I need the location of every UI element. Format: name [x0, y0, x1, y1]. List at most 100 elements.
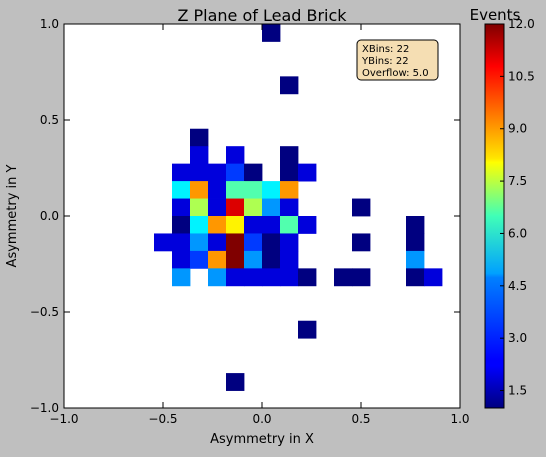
histogram-cell	[334, 268, 353, 287]
histogram-cell	[226, 216, 245, 234]
colorbar-tick-label: 3.0	[508, 331, 527, 345]
x-tick-label: 1.0	[450, 412, 469, 426]
histogram-cell	[154, 233, 173, 252]
histogram-cell	[208, 181, 227, 199]
histogram-cell	[298, 163, 317, 182]
y-tick-label: 0.0	[40, 209, 59, 223]
x-axis-ticks: −1.0 −0.5 0.0 0.5 1.0	[49, 24, 470, 426]
histogram-cell	[280, 216, 299, 234]
histogram-cell	[244, 216, 263, 234]
histogram-cell	[226, 373, 245, 391]
histogram-cell	[208, 216, 227, 234]
histogram-cell	[406, 268, 425, 287]
colorbar-gradient	[485, 24, 504, 408]
histogram-cell	[406, 250, 425, 269]
histogram-cell	[226, 181, 245, 199]
x-tick-label: −0.5	[148, 412, 177, 426]
histogram-cell	[190, 163, 209, 182]
histogram-cell	[172, 163, 191, 182]
y-tick-label: −1.0	[30, 401, 59, 415]
histogram-cell	[172, 181, 191, 199]
colorbar-tick-label: 12.0	[508, 17, 535, 31]
histogram-cell	[190, 128, 209, 147]
histogram-cell	[298, 268, 317, 287]
histogram-cell	[208, 163, 227, 182]
histogram-cell	[280, 163, 299, 182]
histogram-cell	[226, 233, 245, 252]
colorbar-tick-label: 10.5	[508, 69, 535, 83]
histogram-cell	[406, 216, 425, 234]
histogram-cell	[280, 250, 299, 269]
histogram-cell	[190, 216, 209, 234]
histogram-cell	[244, 233, 263, 252]
colorbar: 1.5 3.0 4.5 6.0 7.5 9.0 10.5 12.0 Events	[470, 6, 535, 409]
histogram-cell	[190, 198, 209, 217]
x-tick-label: 0.5	[351, 412, 370, 426]
histogram-cell	[262, 181, 281, 199]
histogram-cell	[280, 76, 299, 95]
stats-ybins: YBins: 22	[361, 56, 409, 67]
x-tick-label: −1.0	[49, 412, 78, 426]
y-tick-label: −0.5	[30, 305, 59, 319]
colorbar-tick-label: 9.0	[508, 122, 527, 136]
histogram-cell	[352, 233, 371, 252]
histogram-cell	[226, 250, 245, 269]
histogram-cell	[226, 146, 245, 165]
histogram-cell	[244, 268, 263, 287]
y-tick-label: 1.0	[40, 17, 59, 31]
histogram-cell	[190, 233, 209, 252]
histogram-cell	[280, 181, 299, 199]
histogram-cell	[190, 250, 209, 269]
x-tick-label: 0.0	[252, 412, 271, 426]
stats-overflow: Overflow: 5.0	[362, 68, 429, 79]
colorbar-tick-label: 7.5	[508, 174, 527, 188]
histogram-cell	[172, 250, 191, 269]
histogram-cell	[208, 250, 227, 269]
colorbar-tick-label: 4.5	[508, 279, 527, 293]
stats-box-frame	[356, 39, 439, 81]
histogram-cell	[244, 181, 263, 199]
colorbar-ticks: 1.5 3.0 4.5 6.0 7.5 9.0 10.5 12.0	[500, 17, 535, 398]
histogram-cell	[280, 268, 299, 287]
histogram-cell	[262, 233, 281, 252]
histogram-cells	[154, 24, 443, 391]
histogram-cell	[298, 216, 317, 234]
histogram-cell	[190, 146, 209, 165]
histogram-cell	[172, 233, 191, 252]
histogram-cell	[226, 198, 245, 217]
histogram-cell	[172, 198, 191, 217]
histogram-cell	[280, 146, 299, 165]
histogram-cell	[244, 163, 263, 182]
histogram-cell	[190, 181, 209, 199]
histogram-cell	[208, 268, 227, 287]
histogram-cell	[262, 216, 281, 234]
histogram-cell	[352, 268, 371, 287]
histogram-cell	[262, 250, 281, 269]
stats-xbins: XBins: 22	[362, 44, 409, 55]
histogram-cell	[298, 320, 317, 339]
y-axis-label: Asymmetry in Y	[5, 165, 20, 268]
colorbar-tick-label: 6.0	[508, 226, 527, 240]
histogram-cell	[280, 233, 299, 252]
histogram-cell	[208, 233, 227, 252]
stats-box: XBins: 22 YBins: 22 Overflow: 5.0	[356, 39, 439, 81]
histogram-cell	[262, 24, 281, 42]
histogram-cell	[172, 216, 191, 234]
y-axis-ticks: −1.0 −0.5 0.0 0.5 1.0	[30, 17, 460, 415]
y-tick-label: 0.5	[40, 113, 59, 127]
histogram-cell	[424, 268, 443, 287]
histogram-cell	[244, 198, 263, 217]
histogram-cell	[226, 163, 245, 182]
histogram-cell	[352, 198, 371, 217]
histogram-cell	[280, 198, 299, 217]
histogram-cell	[172, 268, 191, 287]
colorbar-frame	[484, 23, 505, 409]
histogram-cell	[208, 198, 227, 217]
x-axis-label: Asymmetry in X	[210, 432, 314, 447]
colorbar-tick-label: 1.5	[508, 384, 527, 398]
histogram-cell	[244, 250, 263, 269]
histogram-cell	[226, 268, 245, 287]
histogram-cell	[262, 198, 281, 217]
chart-title: Z Plane of Lead Brick	[177, 6, 347, 25]
